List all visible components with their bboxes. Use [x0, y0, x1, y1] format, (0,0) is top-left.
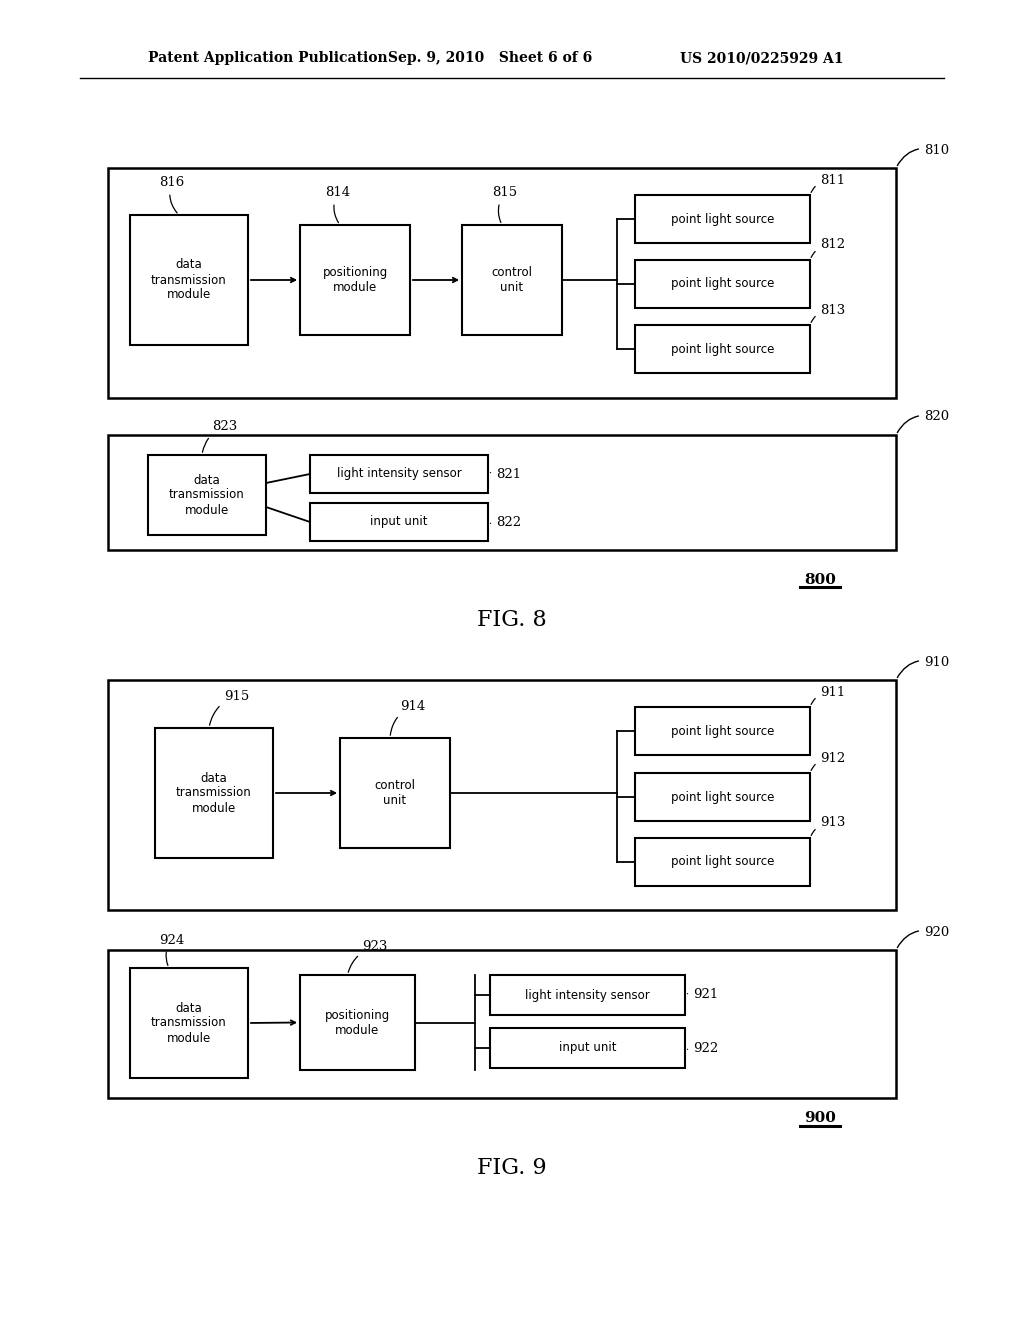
Bar	[490, 975, 685, 1015]
Bar	[635, 260, 810, 308]
Text: 820: 820	[897, 411, 949, 433]
Text: 910: 910	[897, 656, 949, 677]
Text: point light source: point light source	[671, 342, 774, 355]
Text: control
unit: control unit	[492, 267, 532, 294]
Text: 914: 914	[390, 700, 425, 735]
Text: 812: 812	[811, 239, 845, 257]
Text: 823: 823	[203, 421, 238, 453]
Bar	[108, 436, 896, 550]
Text: 924: 924	[159, 933, 184, 965]
Text: 911: 911	[811, 685, 845, 705]
Text: point light source: point light source	[671, 791, 774, 804]
Text: 816: 816	[159, 177, 184, 213]
Text: light intensity sensor: light intensity sensor	[525, 989, 650, 1002]
Text: 913: 913	[811, 817, 846, 836]
Text: 920: 920	[897, 925, 949, 948]
Text: Patent Application Publication: Patent Application Publication	[148, 51, 388, 65]
Text: point light source: point light source	[671, 725, 774, 738]
Bar	[462, 224, 562, 335]
Text: 821: 821	[490, 467, 521, 480]
Text: control
unit: control unit	[375, 779, 416, 807]
Bar	[635, 838, 810, 886]
Bar	[130, 968, 248, 1078]
Text: 810: 810	[897, 144, 949, 165]
Text: input unit: input unit	[559, 1041, 616, 1055]
Text: data
transmission
module: data transmission module	[169, 474, 245, 516]
Text: FIG. 9: FIG. 9	[477, 1158, 547, 1179]
Bar	[130, 215, 248, 345]
Text: point light source: point light source	[671, 213, 774, 226]
Text: 923: 923	[348, 940, 388, 973]
Text: light intensity sensor: light intensity sensor	[337, 467, 462, 480]
Bar	[300, 224, 410, 335]
Text: 800: 800	[804, 573, 836, 587]
Bar	[635, 774, 810, 821]
Bar	[490, 1028, 685, 1068]
Text: 814: 814	[325, 186, 350, 223]
Bar	[108, 168, 896, 399]
Bar	[635, 195, 810, 243]
Bar	[108, 680, 896, 909]
Bar	[310, 455, 488, 492]
Bar	[108, 950, 896, 1098]
Text: FIG. 8: FIG. 8	[477, 609, 547, 631]
Text: 811: 811	[811, 173, 845, 193]
Text: data
transmission
module: data transmission module	[152, 1002, 227, 1044]
Bar	[635, 325, 810, 374]
Text: point light source: point light source	[671, 855, 774, 869]
Text: Sep. 9, 2010   Sheet 6 of 6: Sep. 9, 2010 Sheet 6 of 6	[388, 51, 592, 65]
Text: US 2010/0225929 A1: US 2010/0225929 A1	[680, 51, 844, 65]
Text: 922: 922	[687, 1041, 718, 1055]
Text: 921: 921	[687, 989, 718, 1002]
Text: data
transmission
module: data transmission module	[176, 771, 252, 814]
Text: input unit: input unit	[371, 516, 428, 528]
Text: 915: 915	[210, 689, 249, 725]
Bar	[148, 455, 266, 535]
Text: 900: 900	[804, 1111, 836, 1125]
Text: 815: 815	[492, 186, 517, 223]
Bar	[635, 708, 810, 755]
Text: positioning
module: positioning module	[325, 1008, 390, 1036]
Text: point light source: point light source	[671, 277, 774, 290]
Text: 822: 822	[490, 516, 521, 528]
Bar	[310, 503, 488, 541]
Text: positioning
module: positioning module	[323, 267, 388, 294]
Bar	[300, 975, 415, 1071]
Bar	[340, 738, 450, 847]
Text: 813: 813	[811, 304, 845, 322]
Text: 912: 912	[811, 751, 845, 771]
Bar	[155, 729, 273, 858]
Text: data
transmission
module: data transmission module	[152, 259, 227, 301]
